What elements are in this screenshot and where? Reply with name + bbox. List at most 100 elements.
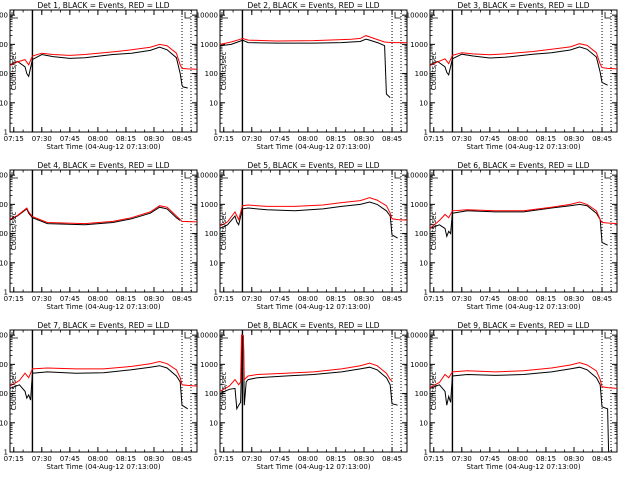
x-tick-label: 08:00 <box>298 295 318 303</box>
x-axis-label: Start Time (04-Aug-12 07:13:00) <box>256 303 370 311</box>
y-tick-label: 10000 <box>406 332 428 340</box>
series-line-lld <box>10 43 197 70</box>
series-line-events <box>220 38 391 98</box>
right-bracket-mark <box>604 12 612 19</box>
x-tick-label: 08:30 <box>564 295 584 303</box>
x-tick-label: 08:00 <box>508 455 528 463</box>
x-tick-label: 08:30 <box>144 295 164 303</box>
series-line-lld <box>430 362 617 389</box>
x-tick-label: 08:15 <box>536 135 556 143</box>
x-tick-label: 08:45 <box>592 295 612 303</box>
series-group <box>10 43 197 89</box>
left-bracket-mark <box>11 12 18 19</box>
x-tick-label: 07:30 <box>32 135 52 143</box>
y-tick-label: 10 <box>419 419 428 427</box>
y-tick-label: 100 <box>415 70 428 78</box>
y-tick-label: 100 <box>0 230 8 238</box>
plot-frame <box>219 169 408 293</box>
series-group <box>220 334 398 411</box>
y-tick-label: 1000 <box>0 41 8 49</box>
x-tick-label: 08:15 <box>536 455 556 463</box>
series-line-events <box>430 46 608 86</box>
panel-title: Det 9, BLACK = Events, RED = LLD <box>457 321 589 330</box>
right-bracket-mark <box>604 172 612 179</box>
x-tick-label: 07:45 <box>60 135 80 143</box>
y-tick-label: 1 <box>4 289 8 297</box>
y-tick-label: 1 <box>214 449 218 457</box>
right-bracket-mark <box>184 12 192 19</box>
x-tick-label: 08:15 <box>116 295 136 303</box>
panel-title: Det 5, BLACK = Events, RED = LLD <box>247 161 379 170</box>
x-tick-label: 07:15 <box>4 295 24 303</box>
x-tick-label: 07:30 <box>452 295 472 303</box>
x-tick-label: 07:30 <box>32 455 52 463</box>
y-tick-label: 100 <box>205 230 218 238</box>
x-axis-label: Start Time (04-Aug-12 07:13:00) <box>466 143 580 151</box>
y-tick-label: 100 <box>415 230 428 238</box>
x-tick-label: 07:30 <box>242 135 262 143</box>
x-tick-label: 08:30 <box>354 295 374 303</box>
x-tick-label: 07:45 <box>270 135 290 143</box>
x-axis-label: Start Time (04-Aug-12 07:13:00) <box>46 303 160 311</box>
x-tick-label: 08:00 <box>508 135 528 143</box>
x-tick-label: 07:15 <box>424 455 444 463</box>
series-group <box>430 362 617 452</box>
x-tick-label: 08:15 <box>326 295 346 303</box>
y-tick-label: 10 <box>209 259 218 267</box>
y-tick-label: 100 <box>0 390 8 398</box>
series-group <box>10 205 197 226</box>
left-bracket-mark <box>221 12 228 19</box>
y-tick-label: 10 <box>0 259 8 267</box>
y-tick-label: 10000 <box>406 172 428 180</box>
y-axis-label: Counts/sec <box>430 372 438 411</box>
series-line-events <box>430 203 608 246</box>
right-bracket-mark <box>604 332 612 339</box>
x-tick-label: 08:45 <box>172 455 192 463</box>
y-tick-label: 1 <box>424 449 428 457</box>
series-line-lld <box>430 201 617 229</box>
right-bracket-mark <box>394 12 402 19</box>
y-axis-label: Counts/sec <box>10 212 18 251</box>
x-axis-label: Start Time (04-Aug-12 07:13:00) <box>466 463 580 471</box>
y-tick-label: 10 <box>419 259 428 267</box>
y-tick-label: 100 <box>205 390 218 398</box>
panel-title: Det 1, BLACK = Events, RED = LLD <box>37 1 169 10</box>
panel-title: Det 7, BLACK = Events, RED = LLD <box>37 321 169 330</box>
y-axis-label: Counts/sec <box>220 372 228 411</box>
y-tick-label: 1 <box>214 129 218 137</box>
plot-frame <box>429 9 618 133</box>
y-tick-label: 1000 <box>0 201 8 209</box>
y-tick-label: 10000 <box>0 12 8 20</box>
y-tick-label: 10 <box>419 99 428 107</box>
x-tick-label: 08:30 <box>144 455 164 463</box>
panel-title: Det 6, BLACK = Events, RED = LLD <box>457 161 589 170</box>
x-axis-label: Start Time (04-Aug-12 07:13:00) <box>46 463 160 471</box>
x-tick-label: 08:45 <box>172 295 192 303</box>
series-line-lld <box>220 334 393 392</box>
x-axis-label: Start Time (04-Aug-12 07:13:00) <box>466 303 580 311</box>
series-line-events <box>220 201 398 239</box>
left-bracket-mark <box>11 332 18 339</box>
x-tick-label: 07:15 <box>424 295 444 303</box>
y-tick-label: 100 <box>415 390 428 398</box>
x-tick-label: 08:30 <box>354 135 374 143</box>
panel-det-2: 1 10 100 1000 10000 07:15 07:30 07:45 08:00 08:15… <box>196 1 408 151</box>
y-tick-label: 1 <box>4 449 8 457</box>
series-line-events <box>10 365 188 410</box>
plot-frame <box>9 169 198 293</box>
series-line-lld <box>10 360 197 387</box>
x-tick-label: 07:30 <box>452 455 472 463</box>
y-tick-label: 10 <box>209 99 218 107</box>
series-line-events <box>10 46 188 89</box>
y-tick-label: 1000 <box>410 361 428 369</box>
plot-frame <box>9 329 198 453</box>
series-group <box>220 35 407 98</box>
x-tick-label: 07:45 <box>270 455 290 463</box>
panel-det-6: 1 10 100 1000 10000 07:15 07:30 07:45 08:00 08:15… <box>406 161 618 311</box>
y-axis-label: Counts/sec <box>430 52 438 91</box>
left-bracket-mark <box>221 332 228 339</box>
x-tick-label: 08:15 <box>536 295 556 303</box>
y-tick-label: 1 <box>424 289 428 297</box>
y-tick-label: 100 <box>0 70 8 78</box>
